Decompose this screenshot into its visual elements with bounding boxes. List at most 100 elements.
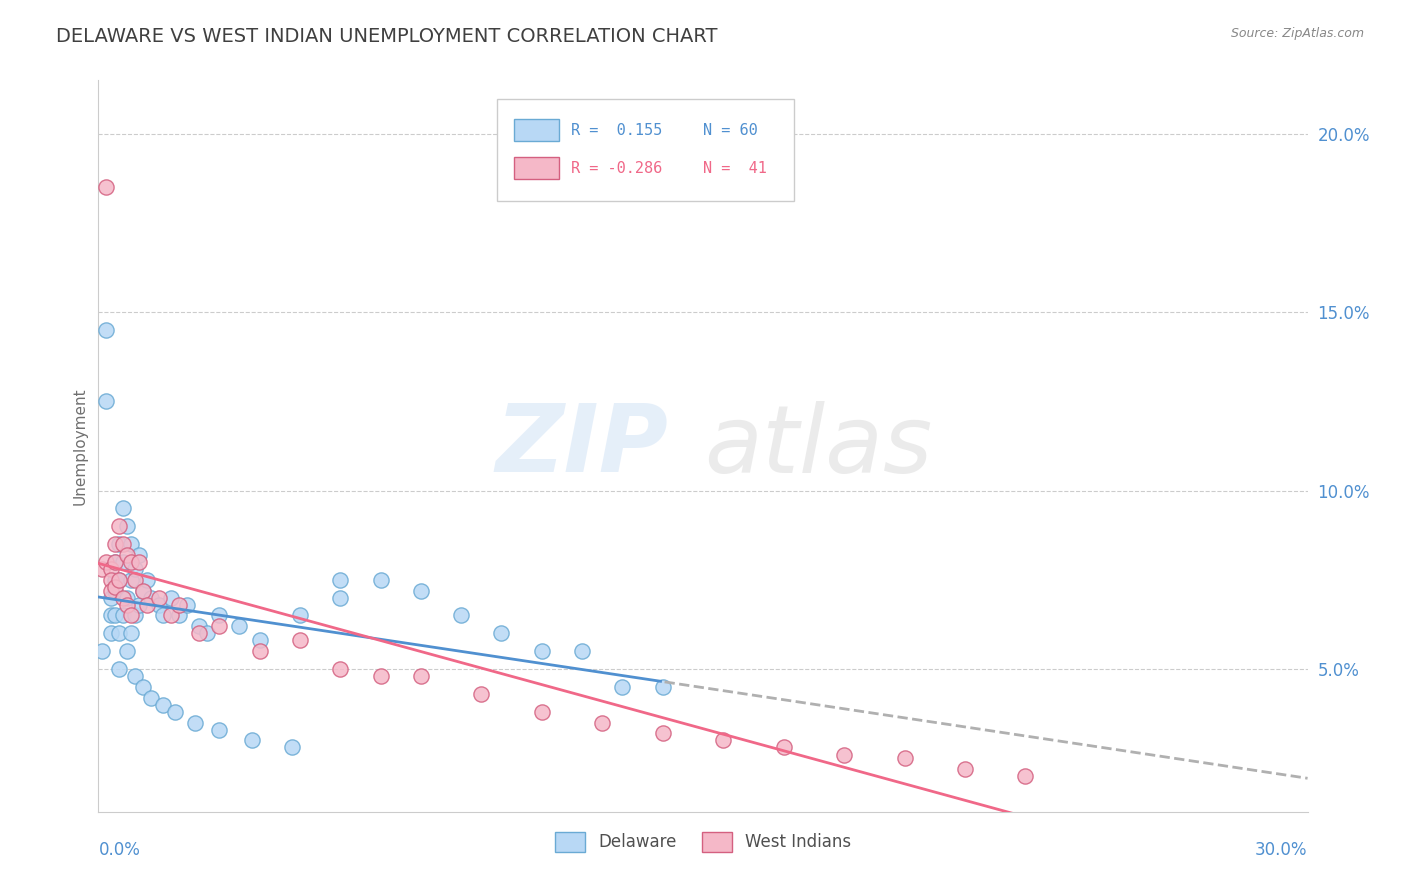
Point bbox=[107, 573, 129, 587]
Point bbox=[409, 583, 432, 598]
Text: 30.0%: 30.0% bbox=[1256, 841, 1308, 859]
Point bbox=[103, 537, 125, 551]
Point bbox=[195, 626, 218, 640]
Point bbox=[103, 608, 125, 623]
Point bbox=[120, 608, 142, 623]
Point bbox=[107, 519, 129, 533]
Point bbox=[152, 698, 174, 712]
Point bbox=[96, 555, 118, 569]
Point bbox=[96, 394, 118, 409]
Point bbox=[1014, 769, 1036, 783]
Point bbox=[612, 680, 634, 694]
Point bbox=[711, 733, 734, 747]
Point bbox=[571, 644, 593, 658]
Point bbox=[135, 598, 157, 612]
Point bbox=[100, 626, 122, 640]
Text: N =  41: N = 41 bbox=[703, 161, 766, 176]
Point bbox=[100, 573, 122, 587]
Point bbox=[120, 555, 142, 569]
Point bbox=[120, 537, 142, 551]
Point bbox=[491, 626, 513, 640]
Point bbox=[370, 573, 392, 587]
Point bbox=[111, 501, 134, 516]
Point bbox=[96, 180, 118, 194]
Point bbox=[591, 715, 613, 730]
Point bbox=[100, 562, 122, 576]
Point bbox=[249, 633, 271, 648]
Point bbox=[103, 573, 125, 587]
Point bbox=[329, 662, 352, 676]
Text: N = 60: N = 60 bbox=[703, 122, 758, 137]
Y-axis label: Unemployment: Unemployment bbox=[72, 387, 87, 505]
Point bbox=[115, 598, 138, 612]
Text: atlas: atlas bbox=[704, 401, 932, 491]
Point bbox=[120, 626, 142, 640]
Point bbox=[953, 762, 976, 776]
Point bbox=[111, 555, 134, 569]
Legend: Delaware, West Indians: Delaware, West Indians bbox=[548, 826, 858, 858]
Point bbox=[370, 669, 392, 683]
Point bbox=[132, 680, 155, 694]
Point bbox=[107, 573, 129, 587]
Point bbox=[107, 537, 129, 551]
Point bbox=[167, 608, 190, 623]
Point bbox=[139, 591, 162, 605]
Point bbox=[148, 598, 170, 612]
Point bbox=[124, 573, 146, 587]
Point bbox=[103, 580, 125, 594]
Text: 0.0%: 0.0% bbox=[98, 841, 141, 859]
Point bbox=[91, 562, 114, 576]
Point bbox=[167, 598, 190, 612]
Point bbox=[163, 705, 186, 719]
Point bbox=[100, 608, 122, 623]
Point bbox=[103, 555, 125, 569]
Point bbox=[91, 644, 114, 658]
Point bbox=[139, 690, 162, 705]
Point bbox=[160, 608, 183, 623]
Point bbox=[128, 555, 150, 569]
Point bbox=[115, 519, 138, 533]
Point bbox=[409, 669, 432, 683]
Point bbox=[772, 740, 794, 755]
Point bbox=[124, 608, 146, 623]
Point bbox=[832, 747, 855, 762]
Point bbox=[184, 715, 207, 730]
Point bbox=[124, 669, 146, 683]
Point bbox=[132, 583, 155, 598]
Point bbox=[530, 644, 553, 658]
Point bbox=[208, 723, 231, 737]
Point bbox=[176, 598, 198, 612]
Point bbox=[288, 608, 311, 623]
Text: Source: ZipAtlas.com: Source: ZipAtlas.com bbox=[1230, 27, 1364, 40]
Text: ZIP: ZIP bbox=[496, 400, 668, 492]
Point bbox=[240, 733, 263, 747]
Point bbox=[188, 619, 211, 633]
Point bbox=[115, 548, 138, 562]
Point bbox=[107, 662, 129, 676]
Point bbox=[96, 323, 118, 337]
Point bbox=[124, 562, 146, 576]
FancyBboxPatch shape bbox=[498, 99, 793, 201]
Point bbox=[651, 726, 673, 740]
FancyBboxPatch shape bbox=[515, 119, 560, 141]
Text: R =  0.155: R = 0.155 bbox=[571, 122, 662, 137]
Point bbox=[329, 591, 352, 605]
Point bbox=[103, 583, 125, 598]
Point bbox=[651, 680, 673, 694]
Point bbox=[208, 608, 231, 623]
Point bbox=[111, 591, 134, 605]
Point bbox=[188, 626, 211, 640]
Point bbox=[249, 644, 271, 658]
Point bbox=[115, 644, 138, 658]
Point bbox=[128, 548, 150, 562]
Point bbox=[111, 537, 134, 551]
Point bbox=[107, 626, 129, 640]
Point bbox=[100, 591, 122, 605]
Point bbox=[228, 619, 250, 633]
Point bbox=[152, 608, 174, 623]
Point bbox=[132, 583, 155, 598]
Point bbox=[288, 633, 311, 648]
Point bbox=[281, 740, 304, 755]
FancyBboxPatch shape bbox=[515, 157, 560, 179]
Point bbox=[103, 555, 125, 569]
